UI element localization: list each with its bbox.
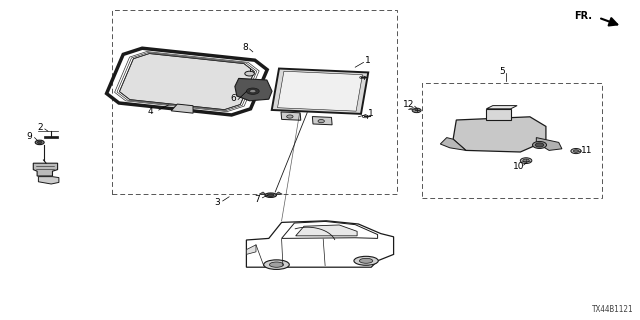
Ellipse shape	[571, 148, 581, 154]
Ellipse shape	[354, 256, 378, 265]
Ellipse shape	[264, 260, 289, 269]
Ellipse shape	[536, 143, 544, 147]
Ellipse shape	[250, 90, 256, 93]
Ellipse shape	[35, 140, 44, 145]
Ellipse shape	[37, 141, 42, 143]
Ellipse shape	[246, 88, 259, 94]
Ellipse shape	[360, 258, 372, 263]
Text: TX44B1121: TX44B1121	[592, 305, 634, 314]
Polygon shape	[296, 225, 357, 236]
Ellipse shape	[244, 71, 255, 76]
Text: 4: 4	[148, 107, 153, 116]
Text: 2: 2	[37, 123, 42, 132]
Text: 7: 7	[255, 195, 260, 204]
Polygon shape	[536, 138, 562, 150]
Polygon shape	[44, 136, 58, 138]
Polygon shape	[278, 71, 362, 111]
Polygon shape	[120, 53, 254, 110]
Ellipse shape	[412, 108, 421, 113]
Ellipse shape	[265, 193, 276, 197]
Text: 1: 1	[365, 56, 371, 65]
Polygon shape	[281, 112, 301, 120]
Polygon shape	[312, 116, 332, 125]
Polygon shape	[246, 245, 256, 254]
Polygon shape	[33, 163, 58, 176]
Ellipse shape	[520, 158, 532, 164]
Polygon shape	[408, 108, 417, 109]
Polygon shape	[486, 109, 511, 120]
Polygon shape	[440, 138, 466, 150]
Text: 9: 9	[26, 132, 31, 141]
Text: FR.: FR.	[574, 11, 592, 21]
Polygon shape	[272, 68, 368, 114]
Text: 1: 1	[369, 109, 374, 118]
Ellipse shape	[523, 159, 529, 162]
Polygon shape	[453, 117, 546, 152]
Text: 5: 5	[500, 67, 505, 76]
Polygon shape	[171, 104, 193, 113]
Text: 12: 12	[403, 100, 414, 109]
Ellipse shape	[268, 194, 274, 196]
Text: 3: 3	[215, 198, 220, 207]
Text: 6: 6	[231, 94, 236, 103]
Text: 10: 10	[513, 162, 524, 171]
Text: 8: 8	[243, 43, 248, 52]
Polygon shape	[276, 192, 282, 194]
Ellipse shape	[287, 115, 293, 118]
Ellipse shape	[269, 262, 284, 267]
Polygon shape	[486, 106, 517, 109]
Text: 11: 11	[580, 146, 592, 155]
Polygon shape	[259, 192, 266, 194]
Ellipse shape	[573, 150, 579, 152]
Ellipse shape	[318, 120, 324, 123]
Polygon shape	[235, 78, 272, 101]
Ellipse shape	[532, 141, 547, 148]
Polygon shape	[38, 177, 59, 184]
